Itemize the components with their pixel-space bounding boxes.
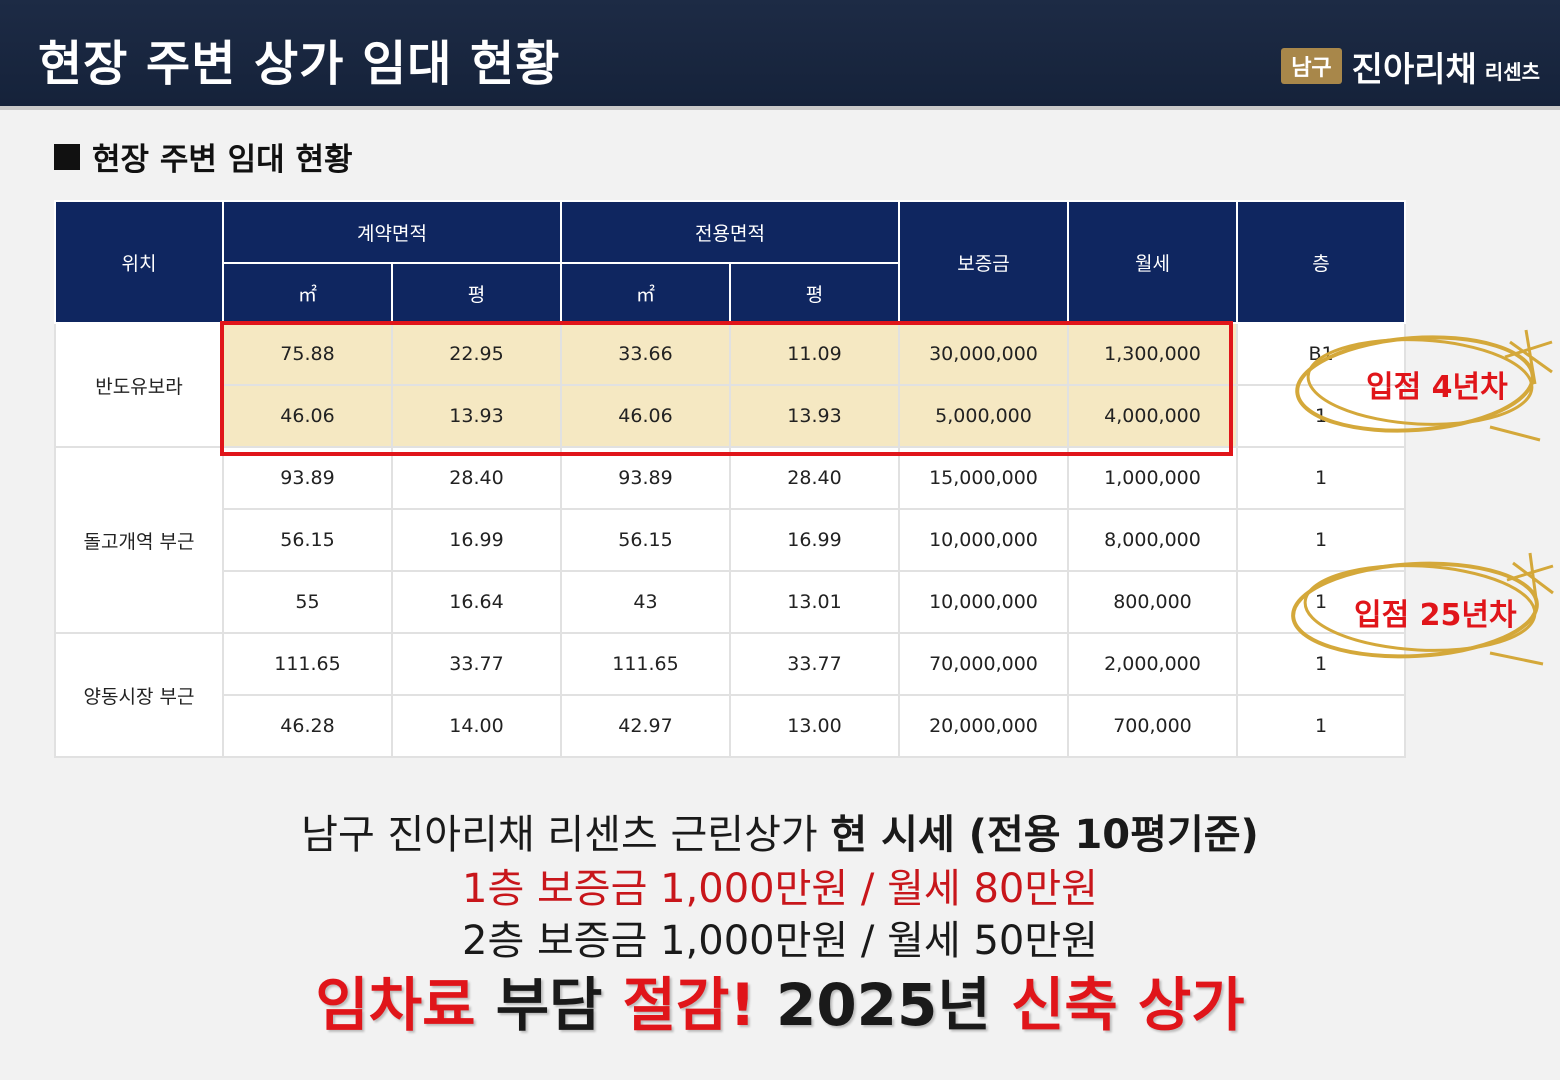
section-heading: 현장 주변 임대 현황 [54, 134, 353, 179]
table-row: 56.15 16.99 56.15 16.99 10,000,000 8,000… [55, 508, 1406, 572]
header-monthly-rent: 월세 [1067, 200, 1238, 324]
contract-sqm-cell: 56.15 [222, 508, 393, 572]
exclusive-sqm-cell: 42.97 [560, 694, 731, 758]
exclusive-sqm-cell: 43 [560, 570, 731, 634]
header-exclusive-pyeong: 평 [729, 262, 900, 324]
exclusive-sqm-cell: 93.89 [560, 446, 731, 510]
contract-pyeong-cell: 13.93 [391, 384, 562, 448]
rent-cell: 1,300,000 [1067, 322, 1238, 386]
contract-sqm-cell: 46.06 [222, 384, 393, 448]
summary-line-4-e: 신축 상가 [1010, 971, 1245, 1039]
rent-cell: 800,000 [1067, 570, 1238, 634]
contract-sqm-cell: 111.65 [222, 632, 393, 696]
table-row: 46.06 13.93 46.06 13.93 5,000,000 4,000,… [55, 384, 1406, 448]
logo-sub-text: 리센츠 [1484, 59, 1540, 84]
floor-cell: 1 [1236, 446, 1406, 510]
deposit-cell: 20,000,000 [898, 694, 1069, 758]
contract-pyeong-cell: 33.77 [391, 632, 562, 696]
summary-line-1: 남구 진아리채 리센츠 근린상가 현 시세 (전용 10평기준) [0, 802, 1560, 860]
deposit-cell: 30,000,000 [898, 322, 1069, 386]
brand-logo: 남구 진아리채 리센츠 [1281, 44, 1540, 90]
exclusive-pyeong-cell: 13.93 [729, 384, 900, 448]
header-contract-sqm: ㎡ [222, 262, 393, 324]
header-location: 위치 [54, 200, 224, 324]
location-cell: 반도유보라 [54, 322, 224, 448]
table-row: 양동시장 부근 111.65 33.77 111.65 33.77 70,000… [54, 632, 1406, 758]
floor-cell: 1 [1236, 694, 1406, 758]
header-exclusive-area: 전용면적 [560, 200, 900, 264]
table-row: 46.28 14.00 42.97 13.00 20,000,000 700,0… [55, 694, 1406, 758]
summary-line-4-a: 임차료 [315, 971, 476, 1039]
contract-pyeong-cell: 28.40 [391, 446, 562, 510]
header-floor: 층 [1236, 200, 1406, 324]
rent-cell: 700,000 [1067, 694, 1238, 758]
summary-line-1-b: 현 시세 (전용 10평기준) [830, 812, 1259, 858]
exclusive-pyeong-cell: 16.99 [729, 508, 900, 572]
contract-pyeong-cell: 22.95 [391, 322, 562, 386]
callout-4-years: 입점 4년차 [1366, 370, 1508, 405]
deposit-cell: 5,000,000 [898, 384, 1069, 448]
deposit-cell: 70,000,000 [898, 632, 1069, 696]
gold-circle-scribble-icon [1295, 329, 1553, 442]
location-cell: 양동시장 부근 [54, 632, 224, 758]
gold-circle-scribble-icon [1291, 552, 1554, 666]
deposit-cell: 10,000,000 [898, 508, 1069, 572]
exclusive-pyeong-cell: 28.40 [729, 446, 900, 510]
floor-cell: B1 [1236, 322, 1406, 386]
header-contract-area: 계약면적 [222, 200, 562, 264]
contract-pyeong-cell: 16.64 [391, 570, 562, 634]
summary-line-3: 2층 보증금 1,000만원 / 월세 50만원 [462, 918, 1098, 964]
page-title: 현장 주변 상가 임대 현황 [38, 36, 561, 92]
summary-line-4-c: 절감! [622, 971, 756, 1039]
highlight-frame [220, 321, 1233, 456]
contract-sqm-cell: 75.88 [222, 322, 393, 386]
contract-pyeong-cell: 16.99 [391, 508, 562, 572]
header-deposit: 보증금 [898, 200, 1069, 324]
summary-line-4: 임차료 부담 절감! 2025년 신축 상가 [0, 958, 1560, 1042]
exclusive-pyeong-cell: 33.77 [729, 632, 900, 696]
logo-badge: 남구 [1281, 48, 1342, 84]
table-row: 55 16.64 43 13.01 10,000,000 800,000 1 [55, 570, 1406, 634]
contract-pyeong-cell: 14.00 [391, 694, 562, 758]
rent-table: 위치 계약면적 전용면적 보증금 월세 층 ㎡ 평 ㎡ 평 반도유보라 75.8… [54, 200, 1406, 758]
header-contract-pyeong: 평 [391, 262, 562, 324]
deposit-cell: 15,000,000 [898, 446, 1069, 510]
table-row: 반도유보라 75.88 22.95 33.66 11.09 30,000,000… [54, 322, 1406, 448]
rent-cell: 4,000,000 [1067, 384, 1238, 448]
header-exclusive-sqm: ㎡ [560, 262, 731, 324]
section-title-text: 현장 주변 임대 현황 [92, 142, 353, 178]
exclusive-pyeong-cell: 13.01 [729, 570, 900, 634]
deposit-cell: 10,000,000 [898, 570, 1069, 634]
summary-line-4-d: 2025년 [755, 971, 1011, 1039]
exclusive-sqm-cell: 56.15 [560, 508, 731, 572]
summary-line-4-b: 부담 [475, 971, 623, 1039]
rent-cell: 8,000,000 [1067, 508, 1238, 572]
exclusive-pyeong-cell: 13.00 [729, 694, 900, 758]
contract-sqm-cell: 46.28 [222, 694, 393, 758]
contract-sqm-cell: 93.89 [222, 446, 393, 510]
exclusive-sqm-cell: 111.65 [560, 632, 731, 696]
rent-cell: 1,000,000 [1067, 446, 1238, 510]
header-banner: 현장 주변 상가 임대 현황 남구 진아리채 리센츠 [0, 0, 1560, 110]
summary-line-2: 1층 보증금 1,000만원 / 월세 80만원 [462, 866, 1098, 912]
exclusive-sqm-cell: 46.06 [560, 384, 731, 448]
square-bullet-icon [54, 143, 80, 170]
floor-cell: 1 [1236, 508, 1406, 572]
rent-cell: 2,000,000 [1067, 632, 1238, 696]
callout-25-years: 입점 25년차 [1354, 598, 1517, 633]
logo-main-text: 진아리채 [1351, 49, 1477, 90]
table-row: 돌고개역 부근 93.89 28.40 93.89 28.40 15,000,0… [54, 446, 1406, 634]
exclusive-pyeong-cell: 11.09 [729, 322, 900, 386]
summary-line-1-a: 남구 진아리채 리센츠 근린상가 [301, 812, 831, 858]
contract-sqm-cell: 55 [222, 570, 393, 634]
location-cell: 돌고개역 부근 [54, 446, 224, 634]
